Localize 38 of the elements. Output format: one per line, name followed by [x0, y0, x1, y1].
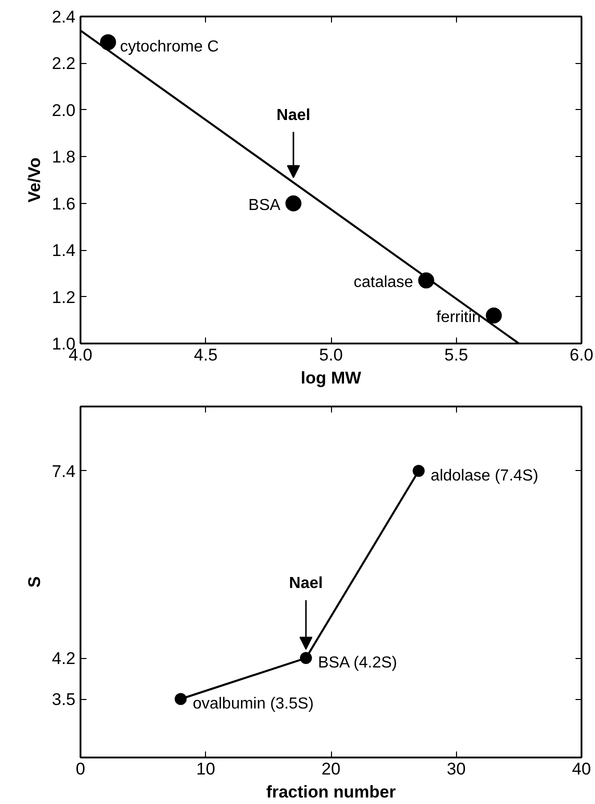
x-tick-label: 10 [196, 760, 216, 778]
y-tick-label: 2.4 [52, 8, 76, 26]
annotation: catalase [354, 274, 414, 291]
annotation: cytochrome C [120, 38, 219, 56]
y-tick-label: 1.4 [52, 241, 76, 260]
y-tick-label: 3.5 [52, 690, 76, 709]
x-tick-label: 4.5 [194, 346, 218, 364]
y-tick-label: 7.4 [52, 462, 76, 481]
y-axis-title: S [24, 576, 44, 588]
annotation: ovalbumin (3.5S) [192, 696, 314, 712]
x-tick-label: 30 [446, 760, 466, 778]
annotation: aldolase (7.4S) [430, 467, 538, 484]
point [300, 652, 312, 664]
point [174, 693, 187, 705]
point [412, 464, 425, 477]
annotation: ferritin [436, 308, 481, 326]
y-tick-label: 1.8 [52, 148, 76, 167]
x-tick-label: 0 [76, 760, 86, 778]
y-axis-title: Ve/Vo [24, 157, 44, 203]
annotation: Nael [276, 106, 310, 124]
x-tick-label: 20 [322, 760, 340, 778]
x-tick-label: 40 [572, 760, 591, 778]
x-tick-label: 5.0 [319, 346, 343, 364]
y-tick-label: 1.2 [52, 288, 76, 307]
x-tick-label: 5.5 [444, 346, 468, 364]
point [100, 34, 116, 50]
point [486, 307, 502, 324]
annotation: BSA [248, 196, 281, 214]
point [285, 195, 302, 212]
y-tick-label: 4.2 [52, 649, 76, 668]
annotation: Nael [289, 575, 323, 592]
x-tick-label: 6.0 [570, 346, 594, 364]
y-tick-label: 2.2 [52, 54, 76, 74]
y-tick-label: 1.6 [52, 194, 76, 214]
y-tick-label: 2.0 [52, 100, 76, 120]
annotation: BSA (4.2S) [318, 654, 398, 672]
x-axis-title: log MW [300, 368, 362, 388]
x-axis-title: fraction number [266, 782, 396, 802]
